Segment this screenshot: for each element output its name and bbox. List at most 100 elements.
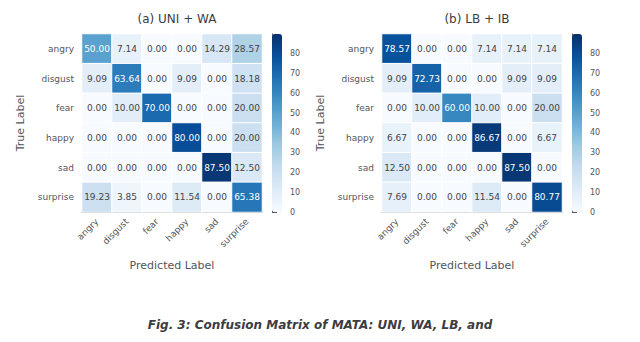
svg-text:True Label: True Label [14, 95, 27, 153]
svg-text:19.23: 19.23 [84, 192, 110, 202]
svg-text:disgust: disgust [400, 216, 430, 246]
svg-text:0.00: 0.00 [537, 163, 557, 173]
svg-text:fear: fear [356, 103, 374, 113]
svg-text:0.00: 0.00 [447, 74, 467, 84]
svg-text:surprise: surprise [338, 192, 375, 202]
svg-text:50: 50 [290, 109, 300, 118]
svg-text:angry: angry [375, 216, 401, 242]
svg-text:20.00: 20.00 [234, 103, 260, 113]
svg-text:Fig. 3: Confusion Matrix of MA: Fig. 3: Confusion Matrix of MATA: UNI, W… [148, 318, 493, 332]
svg-text:angry: angry [348, 44, 375, 54]
svg-text:14.29: 14.29 [204, 44, 230, 54]
svg-text:70.00: 70.00 [144, 103, 170, 113]
svg-text:0.00: 0.00 [147, 44, 167, 54]
svg-text:0.00: 0.00 [207, 74, 227, 84]
svg-text:9.09: 9.09 [387, 74, 407, 84]
svg-text:10: 10 [590, 188, 600, 197]
svg-text:happy: happy [464, 216, 491, 243]
svg-text:50: 50 [590, 109, 600, 118]
svg-text:angry: angry [48, 44, 75, 54]
svg-text:0.00: 0.00 [87, 103, 107, 113]
svg-text:Predicted Label: Predicted Label [430, 259, 515, 272]
svg-text:20: 20 [590, 168, 600, 177]
svg-text:True Label: True Label [314, 95, 327, 153]
svg-text:0.00: 0.00 [177, 163, 197, 173]
svg-text:0.00: 0.00 [477, 163, 497, 173]
svg-text:0.00: 0.00 [177, 103, 197, 113]
svg-text:30: 30 [590, 148, 600, 157]
svg-text:0.00: 0.00 [417, 163, 437, 173]
svg-text:60: 60 [290, 89, 300, 98]
svg-text:40: 40 [290, 128, 300, 137]
svg-text:6.67: 6.67 [387, 133, 407, 143]
svg-text:0.00: 0.00 [147, 192, 167, 202]
svg-text:18.18: 18.18 [234, 74, 260, 84]
svg-text:60.00: 60.00 [444, 103, 470, 113]
svg-text:disgust: disgust [341, 74, 374, 84]
svg-text:0.00: 0.00 [147, 74, 167, 84]
svg-text:7.14: 7.14 [477, 44, 497, 54]
svg-text:63.64: 63.64 [114, 74, 140, 84]
svg-text:86.67: 86.67 [474, 133, 500, 143]
svg-text:0.00: 0.00 [387, 103, 407, 113]
svg-text:9.09: 9.09 [537, 74, 557, 84]
svg-text:0.00: 0.00 [207, 192, 227, 202]
svg-text:0.00: 0.00 [447, 44, 467, 54]
svg-text:happy: happy [346, 133, 375, 143]
svg-text:(b) LB + IB: (b) LB + IB [444, 12, 509, 26]
svg-text:65.38: 65.38 [234, 192, 260, 202]
svg-text:9.09: 9.09 [177, 74, 197, 84]
svg-text:0.00: 0.00 [417, 44, 437, 54]
svg-text:7.14: 7.14 [507, 44, 527, 54]
svg-text:0.00: 0.00 [477, 74, 497, 84]
svg-text:80.77: 80.77 [534, 192, 560, 202]
svg-text:fear: fear [141, 216, 161, 236]
svg-text:0.00: 0.00 [507, 103, 527, 113]
svg-text:0.00: 0.00 [507, 133, 527, 143]
svg-text:fear: fear [56, 103, 74, 113]
svg-text:0.00: 0.00 [447, 163, 467, 173]
svg-text:0.00: 0.00 [447, 192, 467, 202]
svg-text:0.00: 0.00 [87, 133, 107, 143]
svg-text:Predicted Label: Predicted Label [130, 259, 215, 272]
svg-text:12.50: 12.50 [234, 163, 260, 173]
svg-text:0.00: 0.00 [447, 133, 467, 143]
svg-text:surprise: surprise [38, 192, 75, 202]
svg-text:sad: sad [358, 163, 374, 173]
svg-text:fear: fear [441, 216, 461, 236]
svg-text:7.69: 7.69 [387, 192, 407, 202]
svg-text:10.00: 10.00 [114, 103, 140, 113]
svg-text:9.09: 9.09 [507, 74, 527, 84]
svg-text:0: 0 [590, 208, 595, 217]
svg-text:7.14: 7.14 [117, 44, 137, 54]
svg-text:12.50: 12.50 [384, 163, 410, 173]
svg-text:sad: sad [502, 216, 520, 234]
svg-text:0.00: 0.00 [117, 163, 137, 173]
svg-text:7.14: 7.14 [537, 44, 557, 54]
svg-text:sad: sad [202, 216, 220, 234]
svg-text:0.00: 0.00 [417, 192, 437, 202]
svg-text:happy: happy [164, 216, 191, 243]
svg-text:(a) UNI + WA: (a) UNI + WA [138, 12, 218, 26]
svg-text:happy: happy [46, 133, 75, 143]
svg-text:87.50: 87.50 [504, 163, 530, 173]
svg-text:10: 10 [290, 188, 300, 197]
svg-text:11.54: 11.54 [474, 192, 500, 202]
svg-text:70: 70 [590, 69, 600, 78]
svg-text:angry: angry [75, 216, 101, 242]
svg-text:11.54: 11.54 [174, 192, 200, 202]
svg-text:40: 40 [590, 128, 600, 137]
svg-text:78.57: 78.57 [384, 44, 410, 54]
svg-text:surprise: surprise [218, 216, 251, 249]
svg-text:20.00: 20.00 [234, 133, 260, 143]
svg-text:0.00: 0.00 [417, 133, 437, 143]
svg-text:disgust: disgust [41, 74, 74, 84]
svg-text:50.00: 50.00 [84, 44, 110, 54]
svg-text:10.00: 10.00 [474, 103, 500, 113]
svg-text:0.00: 0.00 [507, 192, 527, 202]
svg-text:0.00: 0.00 [207, 133, 227, 143]
svg-text:0: 0 [290, 208, 295, 217]
svg-text:20.00: 20.00 [534, 103, 560, 113]
svg-text:sad: sad [58, 163, 74, 173]
svg-text:80.00: 80.00 [174, 133, 200, 143]
